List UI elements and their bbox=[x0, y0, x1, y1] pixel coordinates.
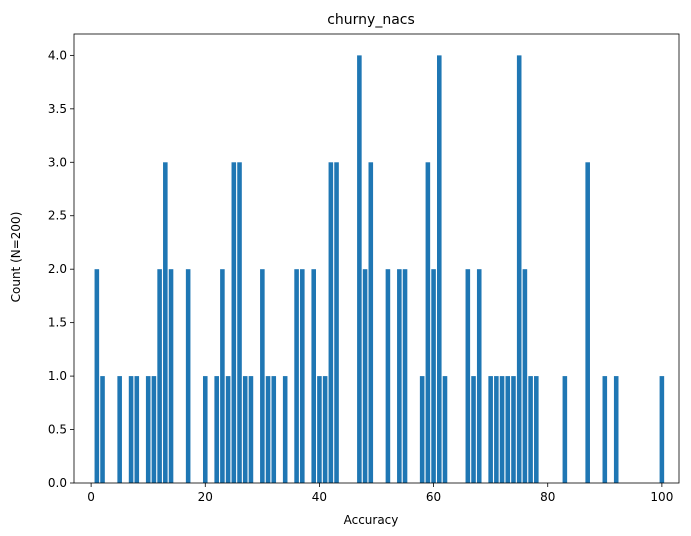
bar bbox=[431, 269, 436, 483]
bar bbox=[317, 376, 322, 483]
bar bbox=[168, 269, 174, 483]
y-tick-label: 3.5 bbox=[48, 102, 67, 116]
y-tick-label: 4.0 bbox=[48, 48, 67, 62]
bar bbox=[613, 376, 619, 483]
y-tick-label: 2.0 bbox=[48, 262, 67, 276]
x-tick-label: 20 bbox=[198, 490, 213, 504]
bar bbox=[220, 269, 225, 483]
bar bbox=[368, 162, 374, 484]
bar bbox=[442, 376, 448, 483]
plot-area: 0 20 40 60 80 100 0.0 0.5 1.0 1.5 2.0 2.5 3.0 3.5 4.0 bbox=[48, 33, 680, 504]
bar bbox=[602, 376, 608, 483]
bar bbox=[248, 376, 254, 483]
bar bbox=[300, 269, 305, 483]
bar bbox=[185, 269, 191, 483]
bar bbox=[528, 376, 533, 483]
x-tick-label: 100 bbox=[650, 490, 673, 504]
x-axis-title: Accuracy bbox=[344, 513, 399, 527]
bar bbox=[505, 376, 511, 483]
x-tick-label: 60 bbox=[426, 490, 441, 504]
bar bbox=[585, 162, 590, 484]
bar bbox=[294, 269, 299, 483]
y-tick-label: 0.0 bbox=[48, 476, 67, 490]
bar bbox=[322, 376, 328, 483]
y-tick-label: 1.5 bbox=[48, 316, 67, 330]
bar bbox=[225, 376, 231, 483]
bar bbox=[419, 376, 425, 483]
bar bbox=[214, 376, 219, 483]
bar bbox=[659, 376, 665, 483]
x-tick-label: 40 bbox=[312, 490, 327, 504]
y-axis-title: Count (N=200) bbox=[9, 212, 23, 303]
x-tick-label: 80 bbox=[540, 490, 555, 504]
bar bbox=[134, 376, 140, 483]
bar bbox=[328, 162, 334, 484]
y-tick-label: 3.0 bbox=[48, 155, 67, 169]
bar bbox=[202, 376, 208, 483]
bar bbox=[311, 269, 316, 483]
bar bbox=[516, 55, 522, 483]
bar bbox=[231, 162, 237, 484]
bar bbox=[494, 376, 499, 483]
bar bbox=[402, 269, 408, 483]
bar bbox=[362, 269, 368, 483]
y-tick-label: 1.0 bbox=[48, 369, 67, 383]
bar bbox=[471, 376, 476, 483]
bar bbox=[157, 269, 162, 483]
bar bbox=[260, 269, 265, 483]
bar bbox=[100, 376, 105, 483]
y-tick-label: 0.5 bbox=[48, 423, 67, 437]
bar bbox=[265, 376, 271, 483]
bar bbox=[499, 376, 505, 483]
bar bbox=[534, 376, 539, 483]
bar bbox=[397, 269, 402, 483]
bar bbox=[465, 269, 471, 483]
bar bbox=[562, 376, 568, 483]
y-tick-label: 2.5 bbox=[48, 209, 67, 223]
bar bbox=[437, 55, 442, 483]
bar bbox=[128, 376, 134, 483]
chart-title: churny_nacs bbox=[327, 12, 415, 28]
bar bbox=[522, 269, 528, 483]
plot-frame bbox=[73, 33, 680, 484]
bar bbox=[488, 376, 493, 483]
x-tick-label: 0 bbox=[87, 490, 95, 504]
bar bbox=[271, 376, 277, 483]
bar bbox=[334, 162, 339, 484]
bar bbox=[163, 162, 168, 484]
bar bbox=[425, 162, 431, 484]
bar bbox=[117, 376, 122, 483]
bar bbox=[242, 376, 248, 483]
bar bbox=[94, 269, 100, 483]
bar bbox=[385, 269, 391, 483]
bar bbox=[476, 269, 482, 483]
bar bbox=[145, 376, 151, 483]
bar bbox=[237, 162, 242, 484]
bar bbox=[511, 376, 516, 483]
bar bbox=[282, 376, 288, 483]
bar bbox=[357, 55, 362, 483]
bar bbox=[151, 376, 157, 483]
